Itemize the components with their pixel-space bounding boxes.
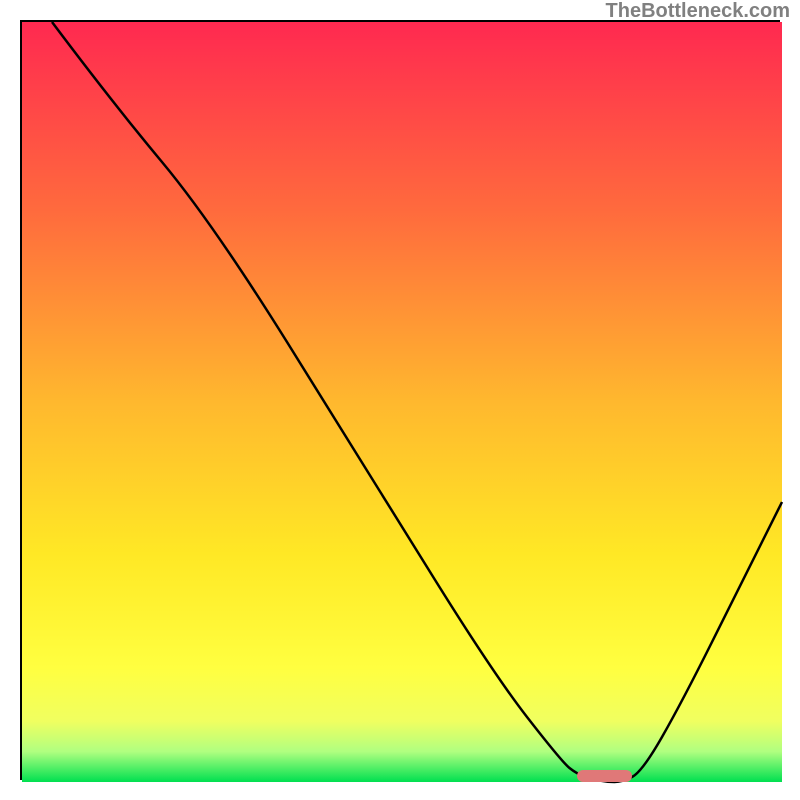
optimal-marker xyxy=(577,770,632,782)
plot-svg xyxy=(22,22,782,782)
gradient-background xyxy=(22,22,782,782)
plot-area xyxy=(20,20,780,780)
